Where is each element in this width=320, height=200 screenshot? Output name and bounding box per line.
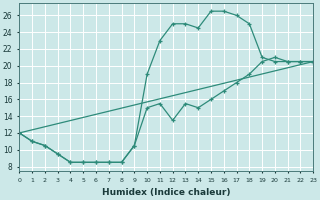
X-axis label: Humidex (Indice chaleur): Humidex (Indice chaleur) <box>102 188 230 197</box>
